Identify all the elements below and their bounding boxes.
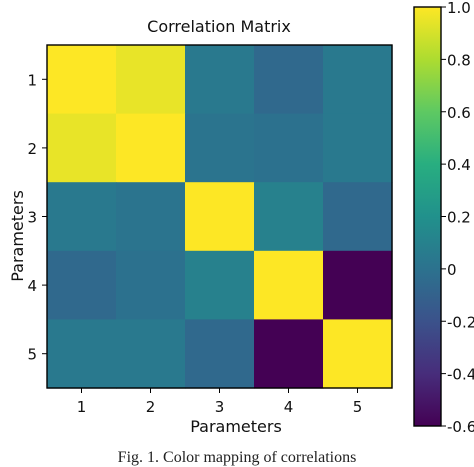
heatmap-cell-1-3 bbox=[185, 45, 255, 115]
y-tick-label-5: 5 bbox=[27, 346, 37, 364]
colorbar-tick-label: 1.0 bbox=[447, 0, 471, 17]
heatmap-cell-4-3 bbox=[185, 250, 255, 320]
y-axis-label: Parameters bbox=[8, 190, 27, 282]
heatmap-cell-2-5 bbox=[323, 113, 393, 183]
heatmap-cell-2-2 bbox=[116, 113, 186, 183]
heatmap-cell-2-1 bbox=[47, 113, 117, 183]
heatmap-cell-1-1 bbox=[47, 45, 117, 115]
figure-caption: Fig. 1. Color mapping of correlations bbox=[117, 449, 357, 466]
heatmap-cell-5-3 bbox=[185, 319, 255, 389]
heatmap-cell-1-4 bbox=[254, 45, 324, 115]
heatmap-cell-5-4 bbox=[254, 319, 324, 389]
y-axis-ticks: 1 2 3 4 5 bbox=[27, 71, 47, 364]
heatmap-cell-2-4 bbox=[254, 113, 324, 183]
colorbar-tick-label: -0.6 bbox=[447, 418, 474, 436]
x-axis-ticks: 1 2 3 4 5 bbox=[77, 388, 363, 416]
y-tick-label-3: 3 bbox=[27, 209, 37, 227]
colorbar-tick-label: 0.4 bbox=[447, 156, 471, 174]
colorbar-tick-label: -0.2 bbox=[447, 313, 474, 331]
x-axis-label: Parameters bbox=[190, 417, 282, 436]
heatmap-cell-4-1 bbox=[47, 250, 117, 320]
colorbar-tick-label: 0 bbox=[447, 261, 457, 279]
heatmap-cell-4-2 bbox=[116, 250, 186, 320]
colorbar-tick-label: -0.4 bbox=[447, 366, 474, 384]
x-tick-label-2: 2 bbox=[146, 398, 156, 416]
colorbar bbox=[413, 6, 442, 427]
heatmap-cell-3-3 bbox=[185, 182, 255, 252]
y-tick-label-4: 4 bbox=[27, 277, 37, 295]
x-tick-label-1: 1 bbox=[77, 398, 87, 416]
heatmap-cell-3-2 bbox=[116, 182, 186, 252]
heatmap-cell-4-5 bbox=[323, 250, 393, 320]
heatmap-cell-3-5 bbox=[323, 182, 393, 252]
y-tick-label-2: 2 bbox=[27, 140, 37, 158]
heatmap-cells bbox=[47, 45, 393, 389]
chart-title: Correlation Matrix bbox=[147, 17, 291, 36]
heatmap-cell-1-2 bbox=[116, 45, 186, 115]
heatmap-cell-4-4 bbox=[254, 250, 324, 320]
heatmap-cell-5-5 bbox=[323, 319, 393, 389]
x-tick-label-5: 5 bbox=[353, 398, 363, 416]
heatmap-cell-5-1 bbox=[47, 319, 117, 389]
colorbar-ticks: 1.0 0.8 0.6 0.4 0.2 0 -0.2 -0.4 -0.6 bbox=[441, 0, 474, 436]
heatmap-cell-5-2 bbox=[116, 319, 186, 389]
x-tick-label-3: 3 bbox=[215, 398, 225, 416]
colorbar-tick-label: 0.8 bbox=[447, 51, 471, 69]
heatmap-cell-2-3 bbox=[185, 113, 255, 183]
x-tick-label-4: 4 bbox=[284, 398, 294, 416]
heatmap-cell-1-5 bbox=[323, 45, 393, 115]
heatmap-cell-3-1 bbox=[47, 182, 117, 252]
colorbar-tick-label: 0.2 bbox=[447, 209, 471, 227]
y-tick-label-1: 1 bbox=[27, 71, 37, 89]
colorbar-tick-label: 0.6 bbox=[447, 104, 471, 122]
heatmap-cell-3-4 bbox=[254, 182, 324, 252]
